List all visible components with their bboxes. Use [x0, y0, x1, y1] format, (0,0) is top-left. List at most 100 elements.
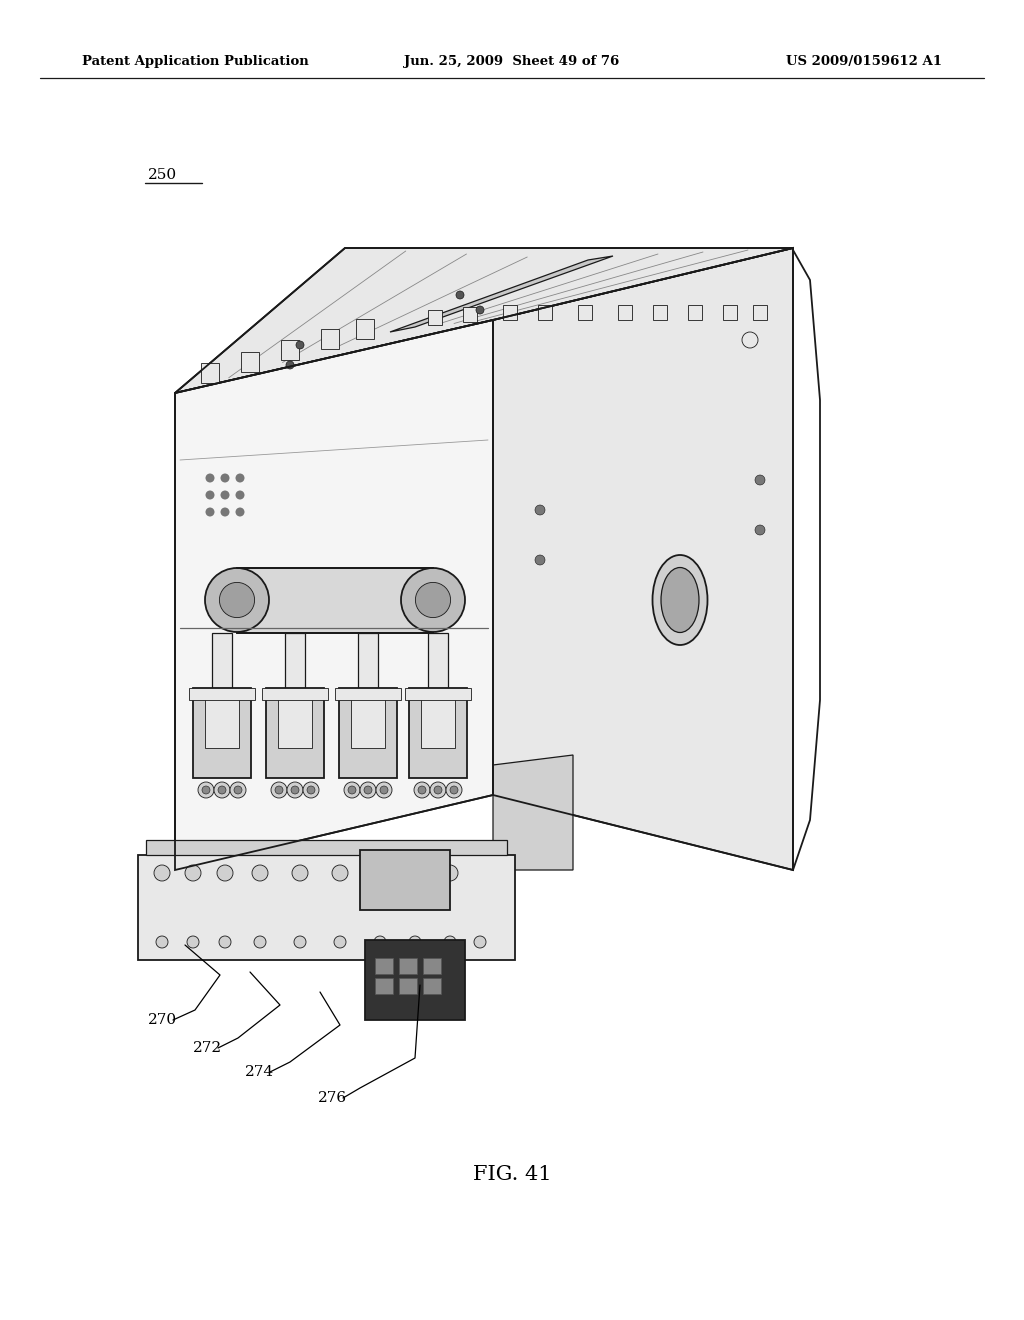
- Circle shape: [364, 785, 372, 795]
- Circle shape: [220, 474, 229, 483]
- Circle shape: [236, 507, 245, 516]
- Circle shape: [294, 936, 306, 948]
- Circle shape: [476, 306, 484, 314]
- Circle shape: [372, 865, 388, 880]
- Polygon shape: [358, 634, 378, 688]
- Polygon shape: [375, 978, 393, 994]
- Circle shape: [414, 781, 430, 799]
- Circle shape: [446, 781, 462, 799]
- Text: 250: 250: [148, 168, 177, 182]
- Polygon shape: [406, 688, 471, 700]
- Polygon shape: [175, 248, 793, 393]
- Text: 276: 276: [318, 1092, 347, 1105]
- Circle shape: [442, 865, 458, 880]
- Polygon shape: [399, 958, 417, 974]
- Text: Patent Application Publication: Patent Application Publication: [82, 55, 309, 69]
- Circle shape: [332, 865, 348, 880]
- Text: US 2009/0159612 A1: US 2009/0159612 A1: [786, 55, 942, 69]
- Circle shape: [286, 360, 294, 370]
- Circle shape: [307, 785, 315, 795]
- Circle shape: [296, 341, 304, 348]
- Circle shape: [535, 554, 545, 565]
- Circle shape: [380, 785, 388, 795]
- Circle shape: [206, 507, 214, 516]
- Polygon shape: [723, 305, 737, 319]
- Circle shape: [287, 781, 303, 799]
- Circle shape: [214, 781, 230, 799]
- Circle shape: [418, 785, 426, 795]
- Circle shape: [348, 785, 356, 795]
- Polygon shape: [201, 363, 219, 383]
- Circle shape: [236, 474, 245, 483]
- Text: 272: 272: [193, 1041, 222, 1055]
- Polygon shape: [278, 696, 312, 748]
- Circle shape: [376, 781, 392, 799]
- Polygon shape: [653, 305, 667, 319]
- Circle shape: [271, 781, 287, 799]
- Polygon shape: [138, 855, 515, 960]
- Polygon shape: [423, 958, 441, 974]
- Circle shape: [742, 333, 758, 348]
- Circle shape: [374, 936, 386, 948]
- Circle shape: [217, 865, 233, 880]
- Circle shape: [254, 936, 266, 948]
- Text: Jun. 25, 2009  Sheet 49 of 76: Jun. 25, 2009 Sheet 49 of 76: [404, 55, 620, 69]
- Text: 270: 270: [148, 1012, 177, 1027]
- Circle shape: [444, 936, 456, 948]
- Polygon shape: [390, 256, 613, 333]
- Circle shape: [156, 936, 168, 948]
- Polygon shape: [321, 329, 339, 348]
- Polygon shape: [262, 688, 328, 700]
- Text: 274: 274: [245, 1065, 274, 1078]
- Ellipse shape: [652, 554, 708, 645]
- Polygon shape: [503, 305, 517, 319]
- Polygon shape: [266, 688, 324, 777]
- Polygon shape: [409, 688, 467, 777]
- Polygon shape: [421, 696, 455, 748]
- Circle shape: [401, 568, 465, 632]
- Circle shape: [206, 491, 214, 499]
- Circle shape: [430, 781, 446, 799]
- Polygon shape: [335, 688, 401, 700]
- Polygon shape: [351, 696, 385, 748]
- Circle shape: [252, 865, 268, 880]
- Polygon shape: [538, 305, 552, 319]
- Polygon shape: [493, 248, 793, 870]
- Polygon shape: [205, 696, 239, 748]
- Circle shape: [220, 491, 229, 499]
- Circle shape: [474, 936, 486, 948]
- Polygon shape: [356, 319, 374, 339]
- Polygon shape: [360, 850, 450, 909]
- Polygon shape: [493, 755, 573, 870]
- Circle shape: [291, 785, 299, 795]
- Polygon shape: [753, 305, 767, 319]
- Polygon shape: [237, 568, 433, 634]
- Circle shape: [409, 936, 421, 948]
- Polygon shape: [175, 319, 493, 870]
- Circle shape: [218, 785, 226, 795]
- Circle shape: [755, 525, 765, 535]
- Circle shape: [219, 936, 231, 948]
- Circle shape: [416, 582, 451, 618]
- Polygon shape: [463, 308, 477, 322]
- Circle shape: [434, 785, 442, 795]
- Circle shape: [219, 582, 255, 618]
- Circle shape: [206, 474, 214, 483]
- Text: FIG. 41: FIG. 41: [473, 1166, 551, 1184]
- Circle shape: [407, 865, 423, 880]
- Polygon shape: [146, 840, 507, 855]
- Ellipse shape: [662, 568, 699, 632]
- Circle shape: [236, 491, 245, 499]
- Circle shape: [344, 781, 360, 799]
- Circle shape: [450, 785, 458, 795]
- Circle shape: [755, 475, 765, 484]
- Polygon shape: [428, 634, 449, 688]
- Circle shape: [303, 781, 319, 799]
- Circle shape: [275, 785, 283, 795]
- Polygon shape: [285, 634, 305, 688]
- Circle shape: [234, 785, 242, 795]
- Polygon shape: [193, 688, 251, 777]
- Circle shape: [334, 936, 346, 948]
- Circle shape: [360, 781, 376, 799]
- Circle shape: [154, 865, 170, 880]
